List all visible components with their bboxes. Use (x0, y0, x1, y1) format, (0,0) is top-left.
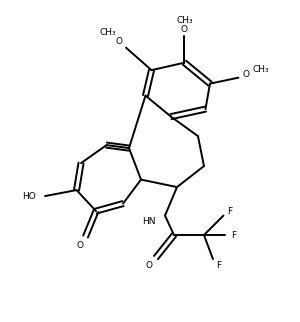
Text: O: O (115, 37, 122, 46)
Text: O: O (76, 241, 83, 250)
Text: F: F (231, 231, 236, 240)
Text: O: O (145, 260, 152, 270)
Text: CH₃: CH₃ (176, 16, 193, 25)
Text: F: F (216, 260, 221, 270)
Text: HN: HN (142, 217, 156, 226)
Text: O: O (242, 70, 249, 79)
Text: O: O (181, 25, 188, 34)
Text: CH₃: CH₃ (100, 28, 116, 37)
Text: CH₃: CH₃ (253, 65, 269, 74)
Text: F: F (227, 207, 232, 215)
Text: HO: HO (22, 192, 36, 201)
